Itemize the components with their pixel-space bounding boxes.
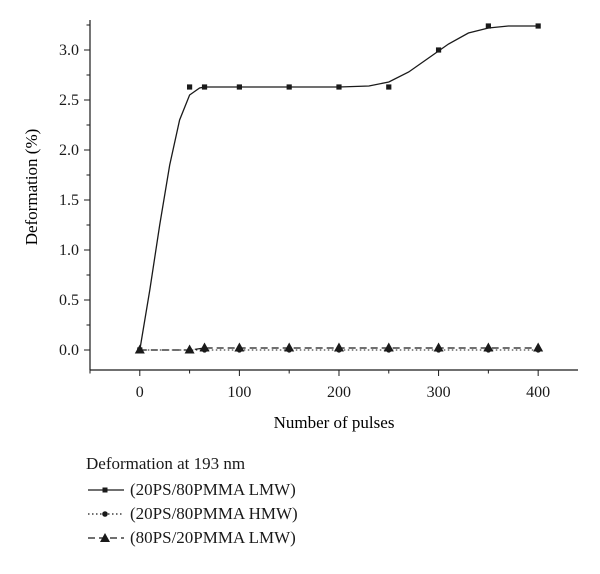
x-tick-label: 0 bbox=[136, 384, 144, 401]
series-1-point bbox=[201, 84, 208, 90]
series-3-point bbox=[234, 342, 245, 352]
series-3-point bbox=[483, 342, 494, 352]
series-3-line bbox=[139, 347, 539, 351]
y-tick-label: 2.5 bbox=[59, 92, 79, 109]
series-1-point bbox=[535, 23, 541, 29]
x-tick-label: 400 bbox=[526, 384, 550, 401]
y-tick-label: 1.5 bbox=[59, 192, 79, 209]
y-tick-label: 3.0 bbox=[59, 42, 79, 59]
plot-axes bbox=[89, 20, 578, 371]
series-3-point bbox=[199, 342, 210, 352]
legend-label: (20PS/80PMMA LMW) bbox=[130, 480, 296, 499]
series-1-point bbox=[286, 84, 292, 90]
series-1-point bbox=[137, 347, 143, 353]
series-layer bbox=[134, 23, 544, 354]
legend-item-series-2: (20PS/80PMMA HMW) bbox=[86, 502, 298, 526]
legend-label: (20PS/80PMMA HMW) bbox=[130, 504, 298, 523]
y-tick-label: 0.5 bbox=[59, 292, 79, 309]
legend: Deformation at 193 nm (20PS/80PMMA LMW) … bbox=[86, 454, 298, 550]
series-1-point bbox=[236, 84, 242, 90]
series-3-point bbox=[433, 342, 444, 352]
legend-swatch-dotted-circle bbox=[88, 511, 124, 517]
series-3-point bbox=[533, 342, 544, 352]
y-tick-label: 0.0 bbox=[59, 342, 79, 359]
legend-item-series-3: (80PS/20PMMA LMW) bbox=[86, 526, 298, 550]
series-1-line bbox=[139, 25, 539, 351]
legend-label: (80PS/20PMMA LMW) bbox=[130, 528, 296, 547]
y-axis-label: Deformation (%) bbox=[22, 129, 41, 246]
legend-item-series-1: (20PS/80PMMA LMW) bbox=[86, 478, 298, 502]
axis-ticks: 0 100 200 300 400 0.0 0.5 1.0 1.5 2.0 2.5 3.0 bbox=[59, 24, 550, 401]
series-3-point bbox=[383, 342, 394, 352]
series-1-point bbox=[386, 84, 392, 90]
y-tick-label: 1.0 bbox=[59, 242, 79, 259]
x-tick-label: 200 bbox=[327, 384, 351, 401]
series-1-point bbox=[485, 23, 491, 29]
x-tick-label: 300 bbox=[427, 384, 451, 401]
series-1-point bbox=[336, 84, 342, 90]
series-3-point bbox=[333, 342, 344, 352]
series-1-point bbox=[435, 47, 442, 53]
legend-swatch-solid-square bbox=[88, 487, 124, 493]
chart-svg: 0 100 200 300 400 0.0 0.5 1.0 1.5 2.0 2.5 3.0 Numbe… bbox=[22, 20, 578, 432]
y-tick-label: 2.0 bbox=[59, 142, 79, 159]
legend-title: Deformation at 193 nm bbox=[86, 454, 246, 473]
legend-swatch-dashed-triangle bbox=[88, 533, 124, 542]
series-3-point bbox=[184, 344, 195, 354]
x-tick-label: 100 bbox=[227, 384, 251, 401]
x-axis-label: Number of pulses bbox=[274, 413, 395, 432]
series-1-point bbox=[186, 84, 193, 90]
series-3-point bbox=[284, 342, 295, 352]
